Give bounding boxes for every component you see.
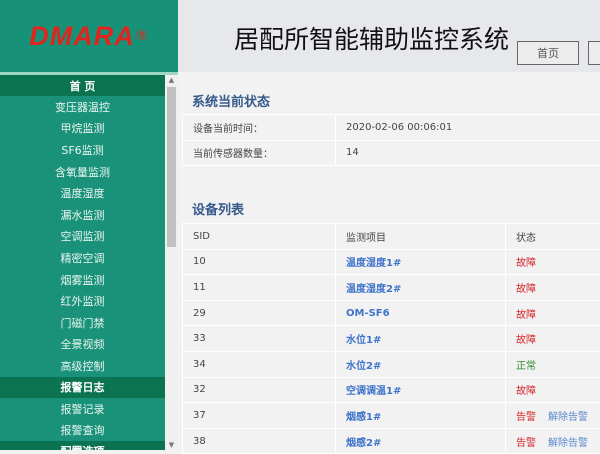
page-title: 居配所智能辅助监控系统 [234, 20, 509, 56]
sid-cell: 29 [183, 300, 336, 326]
table-row: 11 温度湿度2# 故障 [183, 275, 600, 301]
device-link[interactable]: 空调调温1# [346, 386, 401, 397]
sidebar-item[interactable]: 变压器温控 [0, 96, 165, 118]
sidebar-item[interactable]: 烟雾监测 [0, 269, 165, 291]
scroll-down-icon[interactable]: ▼ [165, 441, 178, 449]
sidebar-item[interactable]: 红外监测 [0, 290, 165, 312]
status-badge: 告警 [516, 438, 536, 449]
sid-cell: 38 [183, 428, 336, 454]
sidebar-item[interactable]: 精密空调 [0, 247, 165, 269]
table-row: 38 烟感2# 告警 解除告警 [183, 428, 600, 454]
logo-text: DMARA [29, 21, 135, 52]
device-link[interactable]: 烟感2# [346, 438, 381, 449]
sidebar-group-header[interactable]: 报警日志 [0, 377, 165, 398]
device-link[interactable]: 水位2# [346, 361, 381, 372]
home-button[interactable]: 首页 [517, 41, 579, 65]
header: 居配所智能辅助监控系统 首页 [178, 0, 600, 72]
sidebar-item[interactable]: 温度湿度 [0, 182, 165, 204]
status-badge: 故障 [516, 310, 536, 321]
status-badge: 告警 [516, 412, 536, 423]
header-status: 状态 [506, 224, 600, 250]
status-label: 当前传感器数量： [183, 140, 336, 166]
registered-mark: ® [135, 28, 149, 44]
sid-cell: 33 [183, 326, 336, 352]
device-link[interactable]: 水位1# [346, 335, 381, 346]
logo: DMARA® [0, 0, 178, 72]
header-item: 监测项目 [336, 224, 506, 250]
sid-cell: 37 [183, 403, 336, 429]
clear-alarm-link[interactable]: 解除告警 [548, 412, 588, 423]
device-link[interactable]: 温度湿度1# [346, 258, 401, 269]
device-link[interactable]: OM-SF6 [346, 308, 390, 319]
sidebar-item[interactable]: 甲烷监测 [0, 118, 165, 140]
status-badge: 故障 [516, 284, 536, 295]
status-badge: 故障 [516, 258, 536, 269]
scroll-thumb[interactable] [167, 87, 176, 247]
sidebar-item[interactable]: SF6监测 [0, 139, 165, 161]
sid-cell: 32 [183, 377, 336, 403]
sidebar-item[interactable]: 漏水监测 [0, 204, 165, 226]
status-row: 当前传感器数量：14 [183, 140, 600, 166]
sidebar-item[interactable]: 全景视频 [0, 334, 165, 356]
table-row: 10 温度湿度1# 故障 [183, 249, 600, 275]
status-value: 14 [336, 140, 600, 166]
device-list-title: 设备列表 [192, 199, 244, 218]
sidebar-item[interactable]: 含氧量监测 [0, 161, 165, 183]
table-row: 33 水位1# 故障 [183, 326, 600, 352]
device-link[interactable]: 烟感1# [346, 412, 381, 423]
table-row: 37 烟感1# 告警 解除告警 [183, 403, 600, 429]
sid-cell: 10 [183, 249, 336, 275]
sidebar-item[interactable]: 门磁门禁 [0, 312, 165, 334]
sidebar-group-header[interactable]: 配置选项 [0, 441, 165, 450]
sidebar-scrollbar[interactable]: ▲ ▼ [165, 75, 178, 450]
status-value: 2020-02-06 00:06:01 [336, 115, 600, 141]
status-badge: 故障 [516, 335, 536, 346]
table-row: 32 空调调温1# 故障 [183, 377, 600, 403]
status-badge: 正常 [516, 361, 536, 372]
table-row: 34 水位2# 正常 [183, 351, 600, 377]
sidebar-item[interactable]: 空调监测 [0, 226, 165, 248]
scroll-up-icon[interactable]: ▲ [165, 76, 178, 84]
table-row: 29 OM-SF6 故障 [183, 300, 600, 326]
device-link[interactable]: 温度湿度2# [346, 284, 401, 295]
status-title: 系统当前状态 [192, 91, 270, 110]
sidebar-group-header[interactable]: 首 页 [0, 75, 165, 96]
clear-alarm-link[interactable]: 解除告警 [548, 438, 588, 449]
status-badge: 故障 [516, 386, 536, 397]
header-sid: SID [183, 224, 336, 250]
sid-cell: 11 [183, 275, 336, 301]
header-button-2[interactable] [588, 41, 600, 65]
sid-cell: 34 [183, 351, 336, 377]
sidebar-item[interactable]: 报警记录 [0, 398, 165, 420]
sidebar-item[interactable]: 报警查询 [0, 419, 165, 441]
sidebar-item[interactable]: 高级控制 [0, 355, 165, 377]
status-row: 设备当前时间：2020-02-06 00:06:01 [183, 115, 600, 141]
status-label: 设备当前时间： [183, 115, 336, 141]
